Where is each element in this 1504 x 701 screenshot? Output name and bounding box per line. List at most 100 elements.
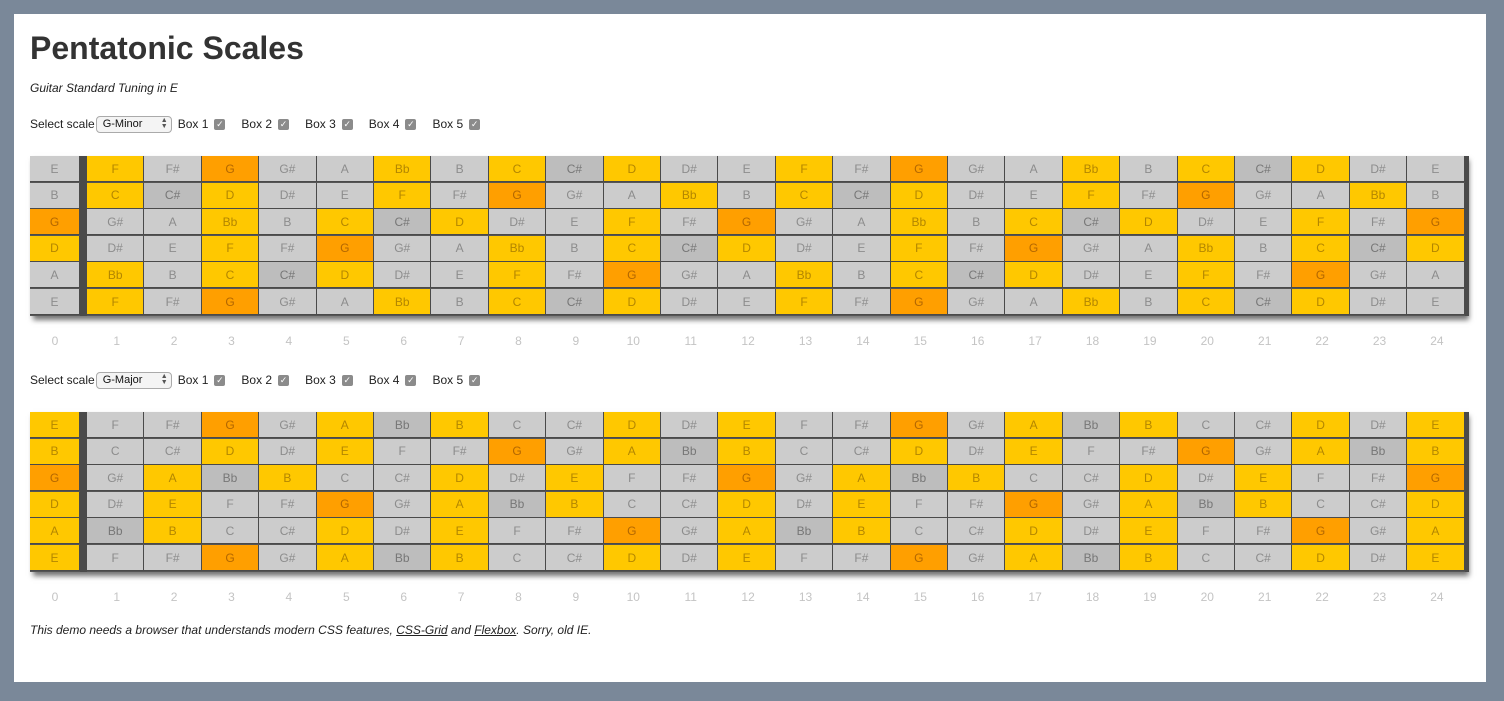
fret-note: G# (775, 465, 834, 492)
fret-note: D (1292, 156, 1350, 182)
box-label: Box 1 (177, 117, 209, 131)
checkbox-checked-icon[interactable]: ✓ (405, 118, 417, 130)
checkbox-checked-icon[interactable]: ✓ (278, 374, 290, 386)
fret-note: G# (775, 209, 834, 236)
fret-note: G# (1062, 235, 1121, 262)
box-2-toggle[interactable]: Box 2 ✓ (241, 373, 290, 387)
fret-note: E (1407, 545, 1465, 571)
scale-select[interactable]: G-Minor ▲ ▼ (95, 115, 172, 133)
fret-note: C# (546, 156, 604, 182)
fret-note: F (890, 491, 948, 518)
checkbox-checked-icon[interactable]: ✓ (214, 118, 226, 130)
page-title: Pentatonic Scales (30, 30, 304, 66)
fret-note: D# (661, 289, 719, 315)
fret-note: Bb (374, 412, 432, 438)
fret-note: F# (431, 182, 489, 209)
fret-note: G# (546, 182, 604, 209)
fret-note: E (431, 262, 489, 289)
fret-note: C# (1235, 545, 1293, 571)
fret-note: B (1407, 182, 1465, 209)
fret-note: D (30, 235, 80, 262)
fret-note: G# (1349, 262, 1408, 289)
fret-note: C (488, 412, 547, 438)
fret-note: F# (1349, 209, 1408, 236)
fret-number: 21 (1258, 590, 1272, 604)
box-5-toggle[interactable]: Box 5 ✓ (432, 117, 481, 131)
fret-note: A (30, 262, 80, 289)
fret-note: A (316, 289, 374, 315)
fret-note: B (1120, 545, 1178, 571)
box-3-toggle[interactable]: Box 3 ✓ (305, 117, 353, 131)
fret-note: E (1005, 182, 1063, 209)
fret-note: A (833, 465, 891, 492)
fret-note: C# (1235, 289, 1293, 315)
fret-note: E (1407, 289, 1465, 315)
fret-note: G (316, 491, 374, 518)
fret-note: C (890, 518, 948, 545)
fret-note: F (87, 289, 145, 315)
box-1-toggle[interactable]: Box 1 ✓ (178, 373, 226, 387)
css-grid-link[interactable]: CSS-Grid (396, 623, 448, 637)
checkbox-checked-icon[interactable]: ✓ (469, 118, 481, 130)
box-1-toggle[interactable]: Box 1 ✓ (178, 117, 226, 131)
checkbox-checked-icon[interactable]: ✓ (405, 374, 417, 386)
checkbox-checked-icon[interactable]: ✓ (469, 374, 481, 386)
fret-note: A (316, 545, 374, 571)
flexbox-link[interactable]: Flexbox (474, 623, 517, 637)
fret-number: 0 (51, 590, 59, 604)
fret-note: F# (144, 156, 202, 182)
box-5-toggle[interactable]: Box 5 ✓ (432, 373, 481, 387)
checkbox-checked-icon[interactable]: ✓ (341, 118, 353, 130)
fret-note: C (87, 438, 145, 465)
fret-note: F (603, 209, 661, 236)
checkbox-checked-icon[interactable]: ✓ (278, 118, 290, 130)
fret-note: A (1005, 545, 1063, 571)
fret-note: C# (144, 182, 202, 209)
fret-number: 3 (228, 590, 235, 604)
fret-note: F# (546, 518, 604, 545)
fret-number: 11 (684, 334, 697, 348)
box-3-toggle[interactable]: Box 3 ✓ (305, 373, 353, 387)
fret-note: C# (546, 545, 604, 571)
fret-note: C (488, 156, 547, 182)
fret-note: C (1177, 545, 1235, 571)
fret-note: Bb (890, 209, 948, 236)
fret-note: G# (87, 465, 145, 492)
fret-note: F# (661, 209, 719, 236)
fret-note: E (30, 289, 80, 315)
fret-note: A (1005, 156, 1063, 182)
fret-number: 24 (1430, 590, 1444, 604)
fret-note: A (603, 438, 661, 465)
fret-note: Bb (661, 182, 719, 209)
fret-note: F# (1120, 438, 1178, 465)
fret-note: A (316, 412, 374, 438)
fret-number: 2 (170, 590, 178, 604)
fret-note: B (30, 438, 80, 465)
fretboard-end (1465, 156, 1469, 316)
fret-note: D# (259, 182, 317, 209)
fret-note: Bb (1349, 182, 1408, 209)
fret-note: E (1407, 156, 1465, 182)
fret-note: D (890, 438, 948, 465)
box-4-toggle[interactable]: Box 4 ✓ (369, 373, 417, 387)
checkbox-checked-icon[interactable]: ✓ (341, 374, 353, 386)
fret-note: D# (1062, 262, 1121, 289)
fret-note: F# (833, 289, 891, 315)
fret-note: G (603, 262, 661, 289)
fret-note: C# (833, 438, 891, 465)
fret-note: F# (1235, 262, 1293, 289)
scale-select[interactable]: G-Major ▲ ▼ (95, 371, 172, 389)
fret-note: D# (661, 412, 719, 438)
page-subtitle: Guitar Standard Tuning in E (30, 81, 178, 95)
fret-number: 16 (971, 334, 985, 348)
box-2-toggle[interactable]: Box 2 ✓ (241, 117, 290, 131)
fret-note: F (1292, 209, 1350, 236)
checkbox-checked-icon[interactable]: ✓ (214, 374, 226, 386)
fret-note: B (259, 209, 317, 236)
box-4-toggle[interactable]: Box 4 ✓ (369, 117, 417, 131)
fret-number: 2 (170, 334, 178, 348)
fret-note: D# (488, 209, 547, 236)
fret-note: G# (1235, 182, 1293, 209)
fret-number: 18 (1085, 334, 1100, 348)
fret-note: G (890, 289, 948, 315)
